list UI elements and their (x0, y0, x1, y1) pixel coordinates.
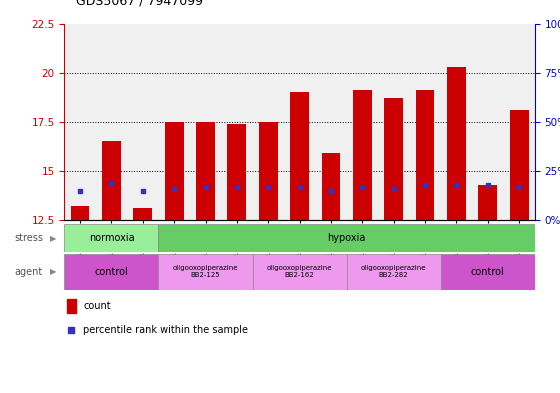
Text: agent: agent (14, 267, 42, 277)
Bar (384, 98, 403, 220)
Bar (133, 208, 152, 220)
Bar (67, 299, 76, 313)
Bar (158, 254, 253, 290)
Bar (196, 122, 215, 220)
Bar (102, 141, 121, 220)
Text: ▶: ▶ (50, 268, 57, 276)
Bar (447, 67, 466, 220)
Text: ▶: ▶ (50, 234, 57, 242)
Bar (71, 206, 90, 220)
Text: oligooxopiperazine
BB2-162: oligooxopiperazine BB2-162 (267, 265, 332, 279)
Text: hypoxia: hypoxia (328, 233, 366, 243)
Bar (416, 90, 435, 220)
Bar (510, 110, 529, 220)
Bar (347, 254, 441, 290)
Bar (478, 185, 497, 220)
Bar (321, 153, 340, 220)
Bar (64, 254, 158, 290)
Bar (64, 224, 158, 252)
Bar (259, 122, 278, 220)
Text: GDS5067 / 7947099: GDS5067 / 7947099 (76, 0, 203, 8)
Bar (253, 254, 347, 290)
Bar (165, 122, 184, 220)
Bar (353, 90, 372, 220)
Text: normoxia: normoxia (88, 233, 134, 243)
Text: control: control (95, 267, 128, 277)
Text: count: count (83, 301, 111, 311)
Text: stress: stress (14, 233, 43, 243)
Bar (227, 124, 246, 220)
Bar (441, 254, 535, 290)
Text: oligooxopiperazine
BB2-282: oligooxopiperazine BB2-282 (361, 265, 426, 279)
Bar (158, 224, 535, 252)
Text: control: control (471, 267, 505, 277)
Text: oligooxopiperazine
BB2-125: oligooxopiperazine BB2-125 (173, 265, 238, 279)
Bar (290, 92, 309, 220)
Text: percentile rank within the sample: percentile rank within the sample (83, 325, 248, 335)
